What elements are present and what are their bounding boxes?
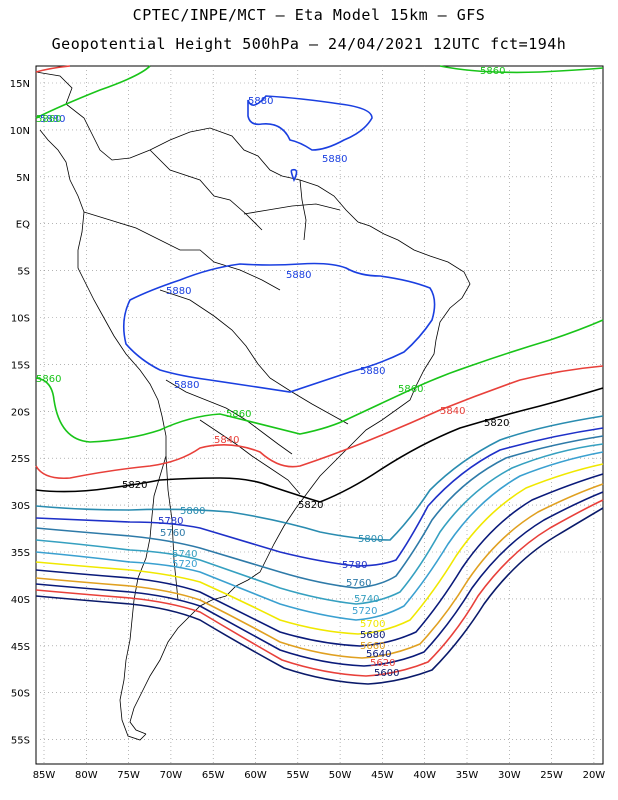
contour-5620 (35, 499, 604, 677)
lon-tick-label: 60W (244, 770, 267, 781)
lon-tick-label: 20W (583, 770, 606, 781)
contour-label-5720: 5720 (352, 606, 377, 617)
lat-tick-label: 5S (17, 267, 30, 278)
lat-tick-label: 35S (11, 548, 30, 559)
contour-label-5880: 5880 (40, 114, 65, 125)
lon-tick-label: 70W (160, 770, 183, 781)
contour-label-5880: 5880 (248, 96, 273, 107)
lat-tick-label: 10S (11, 314, 30, 325)
contour-label-5820: 5820 (298, 500, 323, 511)
contour-5600 (35, 507, 604, 685)
contour-label-5800: 5800 (358, 534, 383, 545)
contour-label-5780: 5780 (342, 560, 367, 571)
contour-5820 (35, 387, 604, 503)
contour-5860-north (35, 65, 151, 119)
contour-5720 (35, 451, 604, 621)
lat-tick-label: 20S (11, 407, 30, 418)
lon-tick-label: 75W (117, 770, 140, 781)
contour-label-5880: 5880 (322, 154, 347, 165)
contour-label-5620: 5620 (370, 658, 395, 669)
graticule (36, 66, 603, 764)
lon-tick-label: 85W (33, 770, 56, 781)
contour-5840-south (35, 365, 604, 480)
contour-5740 (35, 443, 604, 605)
contour-5860-northeast (439, 65, 604, 74)
lon-tick-label: 65W (202, 770, 225, 781)
contour-5660 (35, 483, 604, 659)
lat-tick-label: 10N (10, 126, 30, 137)
contour-5880-b (290, 168, 298, 182)
contour-label-5600: 5600 (374, 668, 399, 679)
lon-tick-label: 25W (540, 770, 563, 781)
contour-label-5860: 5860 (398, 384, 423, 395)
contour-label-5840: 5840 (214, 435, 239, 446)
lon-tick-label: 80W (75, 770, 98, 781)
lat-tick-label: 30S (11, 501, 30, 512)
contour-5760 (35, 435, 604, 589)
contour-5840-north (35, 65, 71, 73)
contours (35, 65, 604, 685)
lat-tick-label: 50S (11, 689, 30, 700)
contour-label-5820: 5820 (122, 480, 147, 491)
lat-tick-label: 25S (11, 454, 30, 465)
contour-label-5760: 5760 (346, 578, 371, 589)
lat-tick-label: 5N (16, 173, 30, 184)
contour-5880-c (122, 262, 436, 393)
contour-label-5860: 5860 (480, 66, 505, 77)
map-title: CPTEC/INPE/MCT – Eta Model 15km – GFS (132, 6, 486, 24)
contour-5780 (35, 427, 604, 567)
contour-label-5720: 5720 (172, 559, 197, 570)
contour-labels: 5880588058805880588058805880586058605860… (36, 66, 509, 679)
contour-label-5880: 5880 (360, 366, 385, 377)
axis-ticks: 15N 10N 5N EQ 5S 10S 15S 20S 25S 30S 35S 40S 45S 50S 5… (10, 79, 606, 781)
contour-label-5700: 5700 (360, 619, 385, 630)
contour-label-5880: 5880 (174, 380, 199, 391)
contour-label-5860: 5860 (36, 114, 61, 125)
lat-tick-label: 15S (11, 360, 30, 371)
contour-5860-south (35, 319, 604, 443)
lat-tick-label: 40S (11, 595, 30, 606)
coastline (35, 71, 471, 741)
contour-label-5880: 5880 (166, 286, 191, 297)
contour-label-5660: 5660 (360, 641, 385, 652)
contour-label-5860: 5860 (226, 409, 251, 420)
contour-label-5760: 5760 (160, 528, 185, 539)
lon-tick-label: 30W (498, 770, 521, 781)
contour-label-5740: 5740 (354, 594, 379, 605)
lat-tick-label: 55S (11, 736, 30, 747)
contour-5700 (35, 463, 604, 635)
contour-label-5680: 5680 (360, 630, 385, 641)
contour-5880-a (247, 95, 373, 151)
contour-label-5800: 5800 (180, 506, 205, 517)
lon-tick-label: 45W (371, 770, 394, 781)
contour-label-5880: 5880 (286, 270, 311, 281)
map-subtitle: Geopotential Height 500hPa – 24/04/2021 … (51, 35, 567, 53)
lon-tick-label: 40W (413, 770, 436, 781)
contour-label-5840: 5840 (440, 406, 465, 417)
lat-tick-label: 15N (10, 79, 30, 90)
lon-tick-label: 35W (456, 770, 479, 781)
lat-tick-label: 45S (11, 642, 30, 653)
map-frame (35, 65, 604, 765)
contour-5680 (35, 473, 604, 647)
contour-5800 (35, 415, 604, 541)
contour-label-5860: 5860 (36, 374, 61, 385)
contour-5640 (35, 491, 604, 667)
lon-tick-label: 50W (329, 770, 352, 781)
contour-label-5780: 5780 (158, 516, 183, 527)
contour-label-5640: 5640 (366, 649, 391, 660)
contour-label-5820: 5820 (484, 418, 509, 429)
contour-label-5740: 5740 (172, 549, 197, 560)
lat-tick-label: EQ (16, 220, 30, 231)
lon-tick-label: 55W (286, 770, 309, 781)
